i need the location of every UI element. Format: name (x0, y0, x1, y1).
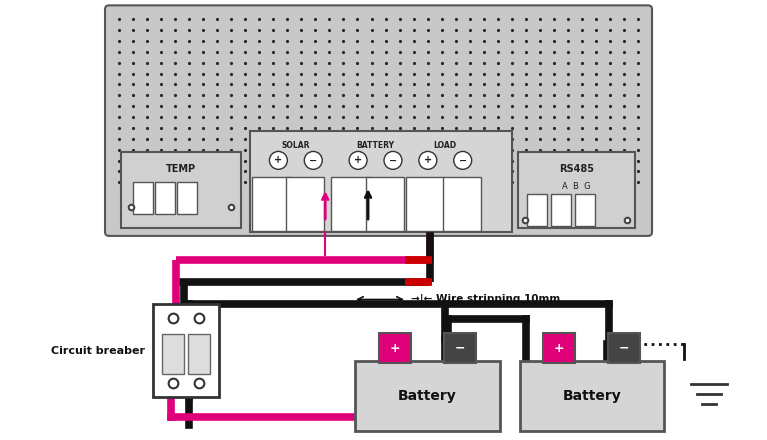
FancyBboxPatch shape (543, 333, 575, 363)
Text: −: − (459, 155, 467, 165)
Text: −: − (619, 342, 630, 355)
Text: +: + (390, 342, 400, 355)
FancyBboxPatch shape (331, 177, 369, 231)
Text: A  B  G: A B G (562, 182, 591, 191)
Circle shape (384, 151, 402, 169)
FancyBboxPatch shape (153, 304, 219, 397)
FancyBboxPatch shape (355, 361, 499, 431)
FancyBboxPatch shape (519, 361, 664, 431)
FancyBboxPatch shape (105, 5, 652, 236)
FancyBboxPatch shape (444, 333, 476, 363)
Text: →|← Wire stripping 10mm: →|← Wire stripping 10mm (411, 294, 560, 305)
Text: RS485: RS485 (559, 165, 594, 174)
FancyBboxPatch shape (406, 177, 444, 231)
FancyBboxPatch shape (251, 131, 512, 232)
Text: Circuit breaber: Circuit breaber (51, 346, 145, 356)
FancyBboxPatch shape (518, 152, 635, 228)
FancyBboxPatch shape (121, 152, 241, 228)
Circle shape (304, 151, 322, 169)
Text: TEMP: TEMP (166, 165, 196, 174)
FancyBboxPatch shape (252, 177, 291, 231)
FancyBboxPatch shape (162, 334, 184, 374)
Text: −: − (389, 155, 397, 165)
Text: SOLAR: SOLAR (281, 140, 310, 150)
Circle shape (454, 151, 472, 169)
Circle shape (419, 151, 436, 169)
FancyBboxPatch shape (551, 194, 571, 226)
FancyBboxPatch shape (133, 182, 153, 214)
Text: −: − (455, 342, 465, 355)
FancyBboxPatch shape (188, 334, 209, 374)
FancyBboxPatch shape (176, 182, 196, 214)
Text: Battery: Battery (562, 389, 621, 403)
Circle shape (269, 151, 288, 169)
Text: −: − (309, 155, 318, 165)
FancyBboxPatch shape (366, 177, 404, 231)
Text: Battery: Battery (398, 389, 456, 403)
Circle shape (349, 151, 367, 169)
FancyBboxPatch shape (286, 177, 324, 231)
Text: LOAD: LOAD (433, 140, 457, 150)
FancyBboxPatch shape (608, 333, 640, 363)
Text: +: + (554, 342, 565, 355)
Text: +: + (275, 155, 282, 165)
FancyBboxPatch shape (575, 194, 595, 226)
FancyBboxPatch shape (443, 177, 481, 231)
FancyBboxPatch shape (379, 333, 411, 363)
Text: +: + (354, 155, 362, 165)
FancyBboxPatch shape (528, 194, 548, 226)
FancyBboxPatch shape (155, 182, 175, 214)
Text: BATTERY: BATTERY (357, 140, 394, 150)
Text: +: + (424, 155, 432, 165)
